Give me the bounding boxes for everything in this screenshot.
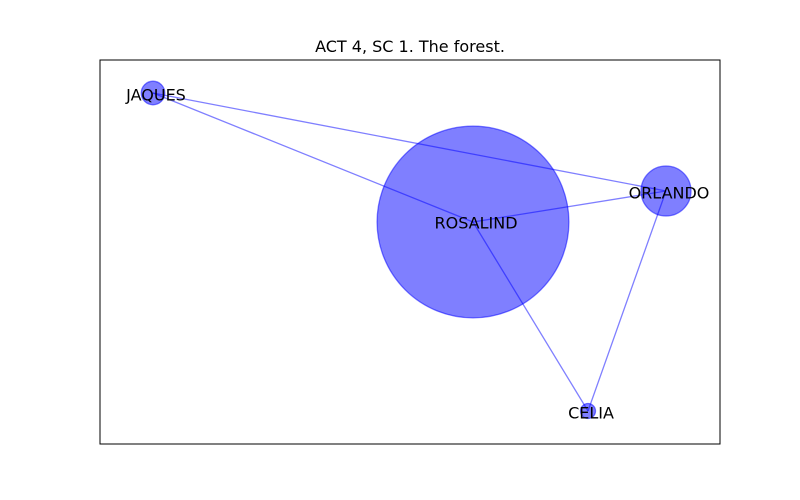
- node-label-celia: CELIA: [568, 404, 614, 423]
- nodes-layer: [140, 80, 692, 420]
- node-celia: [579, 402, 597, 420]
- node-orlando: [640, 165, 692, 217]
- node-label-orlando: ORLANDO: [629, 184, 710, 203]
- labels-layer: JAQUES ROSALIND ORLANDO CELIA: [125, 86, 709, 423]
- node-rosalind: [376, 125, 570, 319]
- node-jaques: [140, 80, 166, 106]
- node-label-rosalind: ROSALIND: [434, 214, 517, 233]
- plot-frame: [99, 59, 721, 445]
- edge-jaques-orlando: [152, 92, 667, 192]
- edge-orlando-celia: [587, 190, 667, 412]
- node-label-jaques: JAQUES: [125, 86, 186, 105]
- plot-title: ACT 4, SC 1. The forest.: [315, 37, 505, 56]
